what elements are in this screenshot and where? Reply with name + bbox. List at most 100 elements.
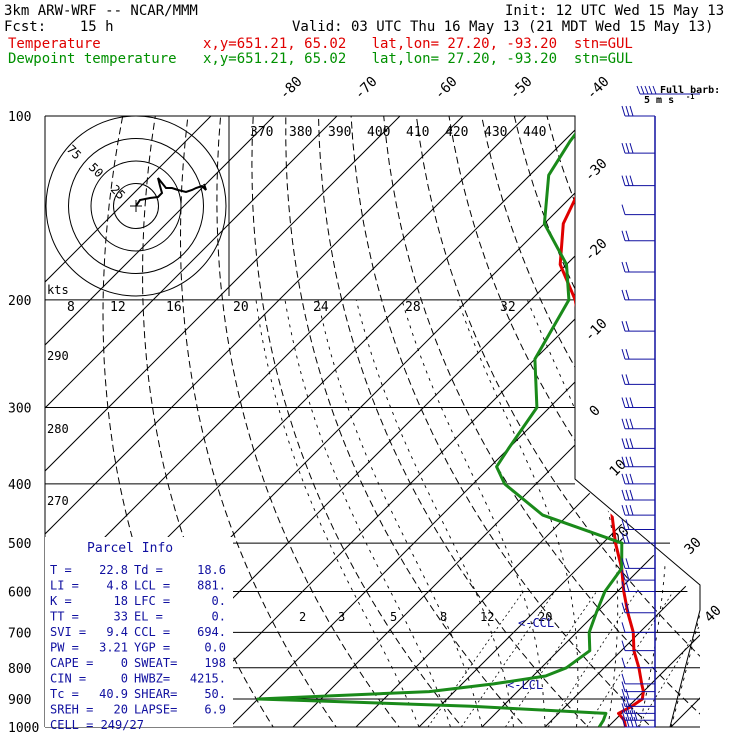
parcel-field-value: 9.4 (106, 625, 128, 639)
parcel-field-label: LFC = (134, 594, 170, 608)
mixing-ratio-label: 3 (338, 610, 345, 624)
isotherm-line (607, 116, 700, 727)
pressure-tick-label: 700 (8, 626, 31, 641)
wind-barb-flag (629, 418, 634, 429)
moist-adiabat-line (355, 299, 514, 727)
wind-barb-flag (621, 321, 626, 332)
parcel-field-label: EL = (134, 610, 163, 624)
wind-barb-flag (621, 570, 626, 581)
wind-barb-flag (625, 602, 630, 613)
parcel-field-label: K = (50, 594, 72, 608)
dry-adiabat-line (350, 116, 666, 727)
parcel-field-label: LI = (50, 579, 79, 593)
moist-adiabat-line (255, 299, 420, 727)
isotherm-tick-label: -60 (432, 74, 461, 103)
isotherm-line (734, 116, 740, 727)
wind-barb-flag (621, 558, 626, 569)
wind-legend-value: 5 m s (644, 95, 674, 106)
mixing-ratio-label: 20 (233, 300, 249, 315)
theta-label: 430 (484, 125, 507, 140)
isotherm-line (544, 116, 700, 727)
isotherm-line (418, 116, 700, 727)
dry-adiabat-line (546, 116, 700, 727)
mixing-ratio-line (547, 591, 638, 727)
moist-adiabat-line (457, 299, 579, 727)
pressure-tick-label: 1000 (8, 721, 39, 736)
parcel-field-value: 18 (114, 594, 128, 608)
parcel-field-value: 0. (212, 594, 226, 608)
hodograph-trace (135, 177, 207, 207)
wind-barb-flag (625, 175, 630, 186)
wind-barb-flag (625, 438, 630, 449)
mixing-ratio-line (637, 591, 700, 727)
dewpoint-legend-label: Dewpoint temperature (8, 51, 177, 67)
mixing-ratio-label: 8 (67, 300, 75, 315)
wind-barb-flag (625, 703, 630, 714)
mixing-ratio-label: 12 (480, 610, 494, 624)
wind-barb-flag (629, 716, 634, 728)
dry-adiabat-line (611, 116, 700, 727)
wind-legend: Full barb:5 m s -1 (636, 85, 720, 106)
wind-barb-flag (621, 473, 626, 485)
mixing-ratio-label: 5 (390, 610, 397, 624)
wind-barb-flag (621, 696, 626, 707)
wind-barb-flag (629, 142, 634, 154)
theta-label: 380 (289, 125, 312, 140)
wind-barb-flag (621, 456, 626, 467)
parcel-field-label: LCL = (134, 579, 170, 593)
wind-barb-flag (629, 397, 634, 408)
wind-barb-flag (621, 348, 626, 360)
theta-label: 400 (367, 125, 390, 140)
mixing-ratio-label: 8 (440, 610, 447, 624)
wind-barb-flag (621, 374, 626, 385)
hodograph-ring (90, 160, 182, 252)
parcel-field-value: 33 (114, 610, 128, 624)
parcel-field-value: 0 (121, 672, 128, 686)
wind-barb-flag (629, 489, 634, 501)
legend-barb-flag (648, 85, 653, 95)
isotherm-line (45, 116, 212, 727)
isotherm-tick-label: 40 (702, 603, 725, 626)
wind-barb-flag (629, 438, 634, 449)
mixing-ratio-label: 28 (405, 300, 421, 315)
parcel-field-value: 881. (197, 579, 226, 593)
wind-barb-flag (621, 673, 626, 685)
parcel-field-label: CAPE = (50, 656, 93, 670)
theta-label: 410 (406, 125, 429, 140)
isotherm-tick-label: 30 (682, 535, 705, 558)
wind-barb-flag (625, 532, 630, 544)
parcel-field-value: 20 (114, 703, 128, 717)
isotherm-line (45, 116, 464, 727)
parcel-field-value: 694. (197, 625, 226, 639)
isotherm-tick-label: -20 (582, 236, 611, 265)
moist-adiabat-line (401, 299, 546, 727)
dry-adiabat-line (481, 116, 700, 727)
moist-adiabat-line (703, 300, 740, 727)
dry-adiabat-line (448, 116, 700, 727)
wind-barb-flag (625, 696, 630, 707)
wind-barb-flag (625, 456, 630, 467)
theta-label: 370 (250, 125, 273, 140)
wind-barb-flag (629, 105, 634, 117)
wind-barb-flag (629, 504, 634, 516)
hodograph-ring (68, 138, 204, 274)
pressure-tick-label: 300 (8, 402, 31, 417)
dry-adiabat-line (318, 116, 602, 727)
wind-barb-flag (621, 622, 626, 633)
wind-barb-flag (629, 175, 634, 186)
parcel-field-value: 198 (204, 656, 226, 670)
mixing-ratio-label: 32 (500, 300, 516, 315)
dry-adiabat-line (579, 116, 700, 727)
parcel-field-label: PW = (50, 641, 79, 655)
wind-barb-flag (625, 688, 630, 700)
parcel-info-panel: Parcel Info T = 22.8 Td = 18.6 LI = 4.8 LCL = 88… (45, 537, 233, 732)
wind-barb-flag (621, 716, 626, 728)
parcel-field-value: 0 (121, 656, 128, 670)
parcel-panel-bg (45, 537, 233, 727)
wind-barb-flag (621, 602, 626, 613)
isotherm-tick-label: -30 (582, 156, 611, 185)
wind-barb-flag (621, 175, 626, 186)
mixing-ratio-label: 2 (299, 610, 306, 624)
moist-adiabat-line (613, 299, 668, 727)
dry-adiabat-line (383, 116, 700, 727)
